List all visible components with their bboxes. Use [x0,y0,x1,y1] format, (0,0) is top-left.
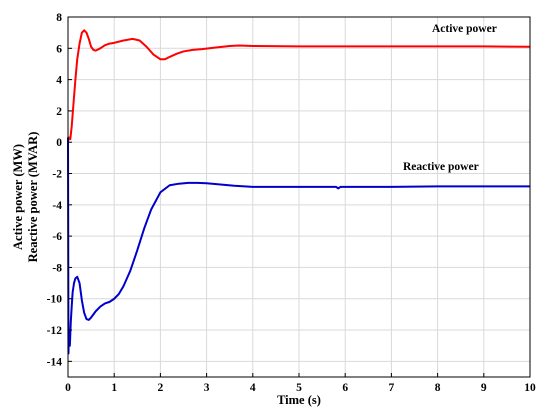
grid-layer [67,16,531,377]
x-tick-label: 2 [158,382,164,394]
y-axis-title: Active power (MW) Reactive power (MVAR) [11,132,40,263]
x-tick-label: 9 [481,382,487,394]
x-tick-label: 0 [65,382,71,394]
series-layer [67,29,531,355]
x-tick-label: 4 [250,382,256,394]
y-tick-label: -14 [47,356,63,368]
x-tick-label: 8 [435,382,441,394]
y-tick-label: 4 [56,75,62,87]
y-tick-label: -2 [52,169,62,181]
y-tick-label: -8 [52,262,62,274]
x-tick-label: 10 [524,382,536,394]
y-tick-label: 0 [56,137,62,149]
y-axis-title-line-1: Active power (MW) [11,144,25,250]
x-axis-title: Time (s) [277,393,321,407]
series-label-active-power: Active power [432,23,497,35]
series-label-reactive-power: Reactive power [403,161,479,173]
x-tick-label: 1 [111,382,117,394]
series-line-reactive-power [67,137,530,355]
series-line-active-power [67,29,531,143]
x-tick-label: 6 [342,382,348,394]
x-tick-label: 5 [296,382,302,394]
y-tick-label: 6 [56,43,62,55]
y-tick-label: -4 [52,200,62,212]
y-axis-title-line-2: Reactive power (MVAR) [26,132,40,263]
y-tick-label: 8 [56,12,62,24]
x-tick-label: 7 [389,382,395,394]
y-tick-label: -10 [47,294,63,306]
y-tick-label: -6 [52,231,62,243]
y-tick-label: 2 [56,106,62,118]
tick-layer: 0 1 2 3 4 5 6 7 8 9 10 8 6 4 2 0 -2 -4 -6 -8 -10 -12 -14 [47,12,536,394]
y-tick-label: -12 [47,325,63,337]
x-tick-label: 3 [204,382,210,394]
